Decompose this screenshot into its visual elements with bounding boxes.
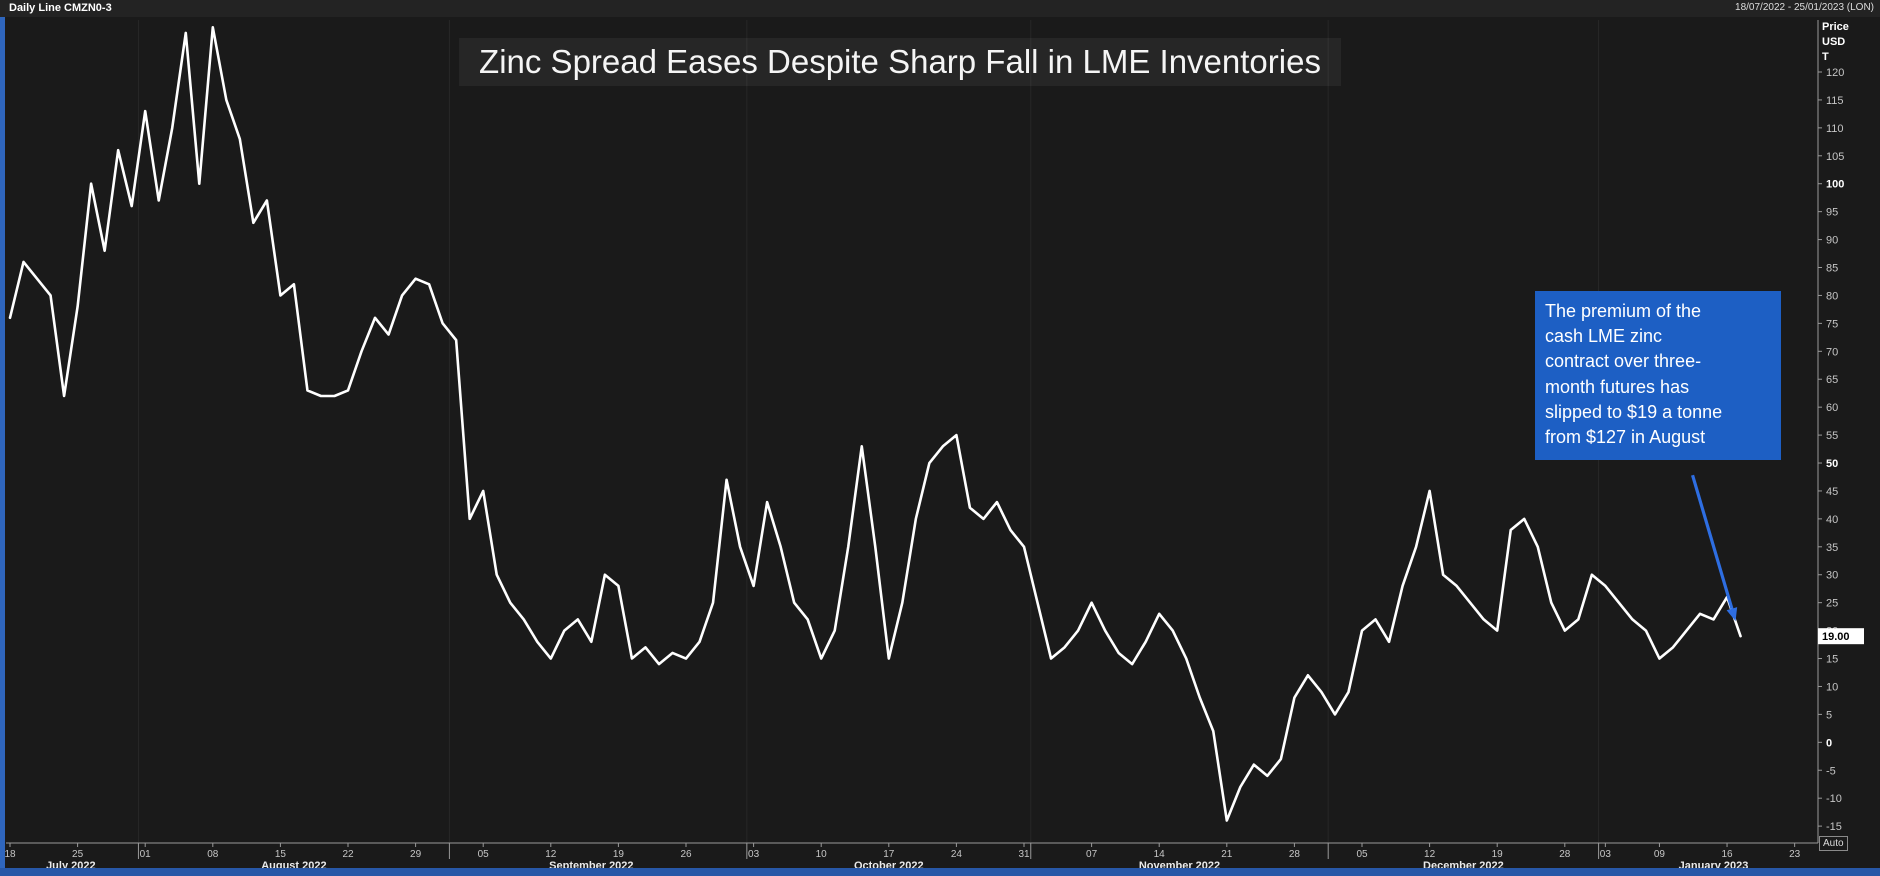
chart-header-bar: Daily Line CMZN0-3 18/07/2022 - 25/01/20… bbox=[0, 0, 1880, 17]
y-tick-label: 105 bbox=[1826, 151, 1844, 163]
y-tick-label: 65 bbox=[1826, 374, 1838, 386]
y-tick-label: 95 bbox=[1826, 207, 1838, 219]
x-tick-label: 01 bbox=[140, 849, 152, 860]
x-tick-label: 03 bbox=[1600, 849, 1612, 860]
x-tick-label: 14 bbox=[1154, 849, 1166, 860]
y-tick-label: -5 bbox=[1826, 765, 1836, 777]
x-tick-label: 09 bbox=[1654, 849, 1666, 860]
y-tick-label: 75 bbox=[1826, 318, 1838, 330]
y-tick-label: 100 bbox=[1826, 179, 1844, 191]
y-tick-label: 110 bbox=[1826, 123, 1844, 135]
y-tick-label: 5 bbox=[1826, 709, 1832, 721]
y-tick-label: 30 bbox=[1826, 570, 1838, 582]
window-left-edge bbox=[0, 0, 5, 876]
y-tick-label: 25 bbox=[1826, 598, 1838, 610]
annotation-arrow-line bbox=[1691, 474, 1734, 610]
instrument-label: Daily Line CMZN0-3 bbox=[9, 2, 112, 14]
x-tick-label: 23 bbox=[1789, 849, 1801, 860]
y-tick-label: -15 bbox=[1826, 821, 1842, 833]
y-tick-label: -10 bbox=[1826, 793, 1842, 805]
x-tick-label: 26 bbox=[680, 849, 692, 860]
x-tick-label: 12 bbox=[1424, 849, 1436, 860]
y-tick-label: 80 bbox=[1826, 290, 1838, 302]
auto-scale-button[interactable]: Auto bbox=[1819, 836, 1848, 851]
y-tick-label: 55 bbox=[1826, 430, 1838, 442]
y-tick-label: 50 bbox=[1826, 458, 1838, 470]
x-tick-label: 17 bbox=[883, 849, 895, 860]
y-tick-label: 35 bbox=[1826, 542, 1838, 554]
x-tick-label: 29 bbox=[410, 849, 422, 860]
x-tick-label: 03 bbox=[748, 849, 760, 860]
x-tick-label: 05 bbox=[1356, 849, 1368, 860]
x-tick-label: 05 bbox=[478, 849, 490, 860]
y-tick-label: 120 bbox=[1826, 67, 1844, 79]
price-line[interactable] bbox=[8, 26, 1742, 822]
annotation-arrow-head bbox=[1726, 607, 1738, 622]
x-tick-label: 24 bbox=[951, 849, 963, 860]
y-tick-label: 10 bbox=[1826, 681, 1838, 693]
y-tick-label: 90 bbox=[1826, 235, 1838, 247]
y-tick-label: 0 bbox=[1826, 737, 1832, 749]
x-tick-label: 28 bbox=[1559, 849, 1571, 860]
x-tick-label: 19 bbox=[1492, 849, 1504, 860]
last-price-label: 19.00 bbox=[1822, 631, 1850, 643]
y-axis-header: Price USD T bbox=[1822, 21, 1849, 63]
x-tick-label: 10 bbox=[816, 849, 828, 860]
x-tick-label: 19 bbox=[613, 849, 625, 860]
x-tick-label: 08 bbox=[207, 849, 219, 860]
y-tick-label: 40 bbox=[1826, 514, 1838, 526]
last-price-box bbox=[1818, 628, 1864, 645]
x-tick-label: 16 bbox=[1721, 849, 1733, 860]
x-tick-label: 15 bbox=[275, 849, 287, 860]
y-tick-label: 70 bbox=[1826, 346, 1838, 358]
annotation-box: The premium of the cash LME zinc contrac… bbox=[1535, 291, 1781, 461]
x-tick-label: 07 bbox=[1086, 849, 1098, 860]
window-bottom-edge bbox=[0, 868, 1880, 876]
x-tick-label: 25 bbox=[72, 849, 84, 860]
y-tick-label: 15 bbox=[1826, 654, 1838, 666]
x-tick-label: 31 bbox=[1018, 849, 1030, 860]
x-tick-label: 12 bbox=[545, 849, 557, 860]
y-tick-label: 45 bbox=[1826, 486, 1838, 498]
x-tick-label: 21 bbox=[1221, 849, 1233, 860]
x-tick-label: 28 bbox=[1289, 849, 1301, 860]
date-range-label: 18/07/2022 - 25/01/2023 (LON) bbox=[1735, 2, 1874, 13]
x-tick-label: 22 bbox=[342, 849, 354, 860]
y-tick-label: 60 bbox=[1826, 402, 1838, 414]
chart-title: Zinc Spread Eases Despite Sharp Fall in … bbox=[459, 38, 1341, 86]
y-tick-label: 85 bbox=[1826, 263, 1838, 275]
x-tick-label: 18 bbox=[4, 849, 16, 860]
y-tick-label: 115 bbox=[1826, 95, 1844, 107]
